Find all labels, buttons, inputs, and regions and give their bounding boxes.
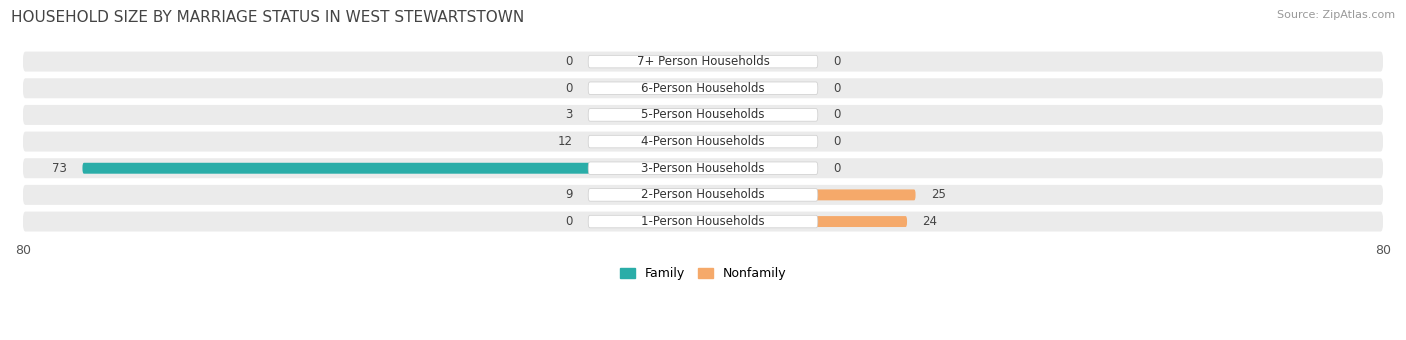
- Text: 25: 25: [931, 188, 946, 201]
- Legend: Family, Nonfamily: Family, Nonfamily: [614, 262, 792, 285]
- FancyBboxPatch shape: [600, 136, 703, 147]
- Text: 0: 0: [832, 135, 841, 148]
- FancyBboxPatch shape: [588, 135, 818, 148]
- Text: 24: 24: [922, 215, 938, 228]
- FancyBboxPatch shape: [652, 83, 703, 94]
- FancyBboxPatch shape: [22, 78, 1384, 98]
- FancyBboxPatch shape: [652, 216, 703, 227]
- Text: 0: 0: [832, 55, 841, 68]
- Text: HOUSEHOLD SIZE BY MARRIAGE STATUS IN WEST STEWARTSTOWN: HOUSEHOLD SIZE BY MARRIAGE STATUS IN WES…: [11, 10, 524, 25]
- FancyBboxPatch shape: [22, 132, 1384, 152]
- FancyBboxPatch shape: [22, 211, 1384, 232]
- FancyBboxPatch shape: [703, 109, 754, 120]
- Text: 2-Person Households: 2-Person Households: [641, 188, 765, 201]
- FancyBboxPatch shape: [703, 163, 754, 174]
- FancyBboxPatch shape: [22, 105, 1384, 125]
- Text: Source: ZipAtlas.com: Source: ZipAtlas.com: [1277, 10, 1395, 20]
- Text: 0: 0: [832, 108, 841, 121]
- Text: 4-Person Households: 4-Person Households: [641, 135, 765, 148]
- FancyBboxPatch shape: [627, 189, 703, 200]
- FancyBboxPatch shape: [22, 158, 1384, 178]
- Text: 0: 0: [832, 82, 841, 95]
- Text: 3-Person Households: 3-Person Households: [641, 162, 765, 175]
- Text: 3: 3: [565, 108, 574, 121]
- Text: 5-Person Households: 5-Person Households: [641, 108, 765, 121]
- FancyBboxPatch shape: [652, 56, 703, 67]
- Text: 0: 0: [565, 82, 574, 95]
- Text: 12: 12: [558, 135, 574, 148]
- FancyBboxPatch shape: [588, 162, 818, 174]
- Text: 6-Person Households: 6-Person Households: [641, 82, 765, 95]
- FancyBboxPatch shape: [588, 109, 818, 121]
- FancyBboxPatch shape: [22, 185, 1384, 205]
- FancyBboxPatch shape: [22, 52, 1384, 72]
- Text: 1-Person Households: 1-Person Households: [641, 215, 765, 228]
- Text: 0: 0: [832, 162, 841, 175]
- FancyBboxPatch shape: [703, 136, 754, 147]
- Text: 7+ Person Households: 7+ Person Households: [637, 55, 769, 68]
- FancyBboxPatch shape: [83, 163, 703, 174]
- FancyBboxPatch shape: [703, 83, 754, 94]
- Text: 0: 0: [565, 55, 574, 68]
- Text: 0: 0: [565, 215, 574, 228]
- Text: 73: 73: [52, 162, 67, 175]
- Text: 9: 9: [565, 188, 574, 201]
- FancyBboxPatch shape: [588, 215, 818, 228]
- FancyBboxPatch shape: [703, 189, 915, 200]
- FancyBboxPatch shape: [703, 56, 754, 67]
- FancyBboxPatch shape: [678, 109, 703, 120]
- FancyBboxPatch shape: [703, 216, 907, 227]
- FancyBboxPatch shape: [588, 189, 818, 201]
- FancyBboxPatch shape: [588, 82, 818, 95]
- FancyBboxPatch shape: [588, 55, 818, 68]
